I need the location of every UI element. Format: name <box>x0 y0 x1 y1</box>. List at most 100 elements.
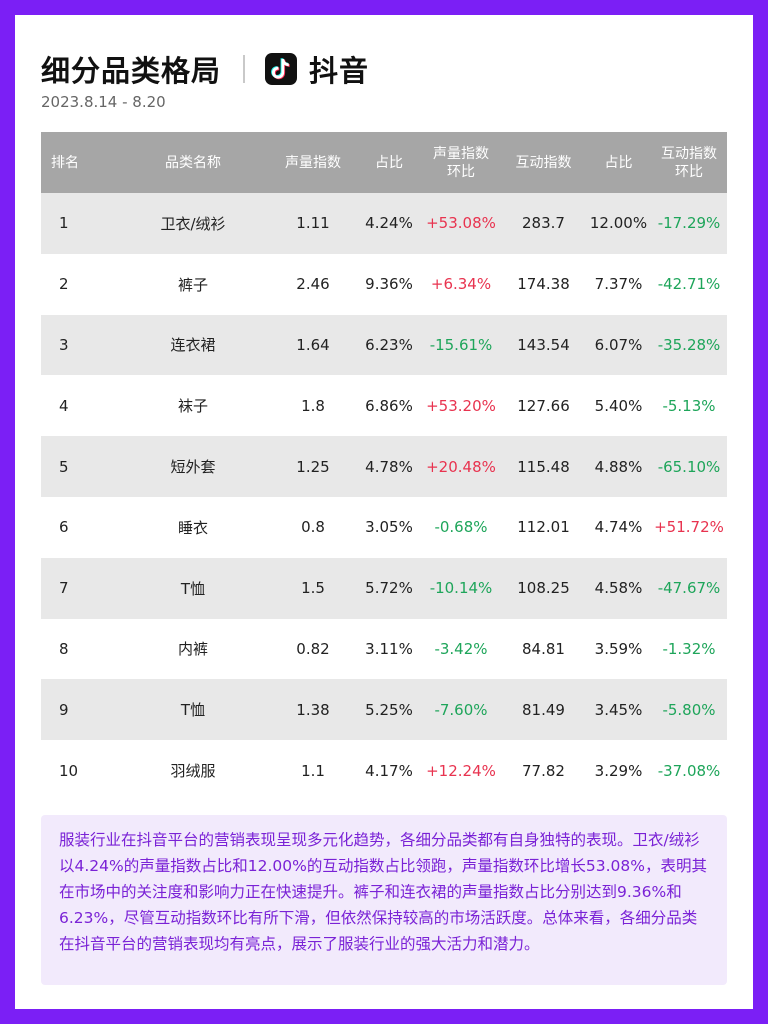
cell-interaction-share: 12.00% <box>589 214 648 233</box>
cell-volume-mom: -0.68% <box>434 518 488 537</box>
cell-interaction-mom: -47.67% <box>657 579 721 598</box>
cell-rank: 10 <box>59 761 79 780</box>
cell-interaction-share: 7.37% <box>594 275 643 294</box>
header-interaction-index: 互动指数 <box>515 154 572 171</box>
cell-rank: 9 <box>59 700 69 719</box>
cell-interaction-mom: -1.32% <box>662 639 716 658</box>
cell-volume-share: 4.78% <box>365 457 413 476</box>
page-header: 细分品类格局 抖音 <box>41 47 369 91</box>
cell-interaction-share: 3.59% <box>594 639 643 658</box>
category-ranking-table: 排名 品类名称 声量指数 占比 声量指数 环比 互动指数 占比 互动指数 环比 1 卫… <box>41 132 727 801</box>
cell-volume-index: 1.11 <box>296 214 330 233</box>
cell-interaction-index: 283.7 <box>522 214 565 233</box>
table-row: 5 短外套 1.25 4.78% +20.48% 115.48 4.88% -65.10% <box>41 436 727 497</box>
cell-category: 袜子 <box>177 397 208 416</box>
cell-interaction-index: 81.49 <box>522 700 565 719</box>
cell-volume-index: 1.8 <box>301 396 325 415</box>
table-row: 9 T恤 1.38 5.25% -7.60% 81.49 3.45% -5.80% <box>41 679 727 741</box>
cell-interaction-mom: -42.71% <box>657 275 721 294</box>
cell-category: 短外套 <box>170 458 216 477</box>
cell-interaction-share: 4.58% <box>594 579 643 598</box>
cell-category: 内裤 <box>177 640 208 659</box>
cell-category: 羽绒服 <box>170 762 216 781</box>
cell-interaction-mom: -65.10% <box>657 457 721 476</box>
cell-volume-share: 6.23% <box>365 335 413 354</box>
summary-text: 服装行业在抖音平台的营销表现呈现多元化趋势，各细分品类都有自身独特的表现。卫衣/… <box>59 831 707 953</box>
cell-rank: 2 <box>59 275 69 294</box>
date-range: 2023.8.14 - 8.20 <box>41 93 166 111</box>
cell-interaction-index: 174.38 <box>517 275 570 294</box>
tiktok-logo-icon <box>265 53 298 85</box>
table-row: 1 卫衣/绒衫 1.11 4.24% +53.08% 283.7 12.00% -17.29% <box>41 193 727 254</box>
cell-volume-index: 0.8 <box>301 518 325 537</box>
cell-rank: 6 <box>59 518 69 537</box>
page-title: 细分品类格局 <box>41 54 222 88</box>
cell-volume-share: 3.05% <box>365 518 413 537</box>
header-volume-share: 占比 <box>375 154 403 171</box>
cell-volume-index: 1.25 <box>296 457 330 476</box>
summary-box: 服装行业在抖音平台的营销表现呈现多元化趋势，各细分品类都有自身独特的表现。卫衣/… <box>41 815 727 985</box>
cell-volume-index: 2.46 <box>296 275 330 294</box>
table-row: 7 T恤 1.5 5.72% -10.14% 108.25 4.58% -47.67% <box>41 557 727 619</box>
cell-volume-mom: +12.24% <box>426 761 496 780</box>
cell-volume-share: 3.11% <box>365 639 413 658</box>
cell-interaction-mom: -5.13% <box>662 396 716 415</box>
cell-volume-share: 9.36% <box>365 275 413 294</box>
cell-volume-index: 1.5 <box>301 579 325 598</box>
header-rank: 排名 <box>51 154 79 171</box>
cell-volume-share: 6.86% <box>365 396 413 415</box>
cell-interaction-index: 127.66 <box>517 396 570 415</box>
cell-volume-mom: -7.60% <box>434 700 488 719</box>
brand-name: 抖音 <box>309 54 370 88</box>
cell-rank: 4 <box>59 396 69 415</box>
table-row: 3 连衣裙 1.64 6.23% -15.61% 143.54 6.07% -35.28% <box>41 314 727 376</box>
cell-volume-index: 0.82 <box>296 639 330 658</box>
cell-interaction-index: 84.81 <box>522 639 565 658</box>
cell-volume-share: 4.24% <box>365 214 413 233</box>
cell-category: 卫衣/绒衫 <box>160 214 226 233</box>
table-row: 4 袜子 1.8 6.86% +53.20% 127.66 5.40% -5.13% <box>41 375 727 437</box>
table-row: 10 羽绒服 1.1 4.17% +12.24% 77.82 3.29% -37.08% <box>41 740 727 801</box>
cell-interaction-mom: -35.28% <box>657 335 721 354</box>
cell-interaction-share: 3.45% <box>594 700 643 719</box>
cell-category: T恤 <box>180 701 206 720</box>
cell-category: T恤 <box>180 579 206 598</box>
cell-interaction-share: 5.40% <box>594 396 643 415</box>
header-interaction-share: 占比 <box>604 154 633 171</box>
cell-volume-index: 1.1 <box>301 761 325 780</box>
cell-interaction-index: 112.01 <box>517 518 570 537</box>
cell-rank: 3 <box>59 335 69 354</box>
cell-volume-mom: +6.34% <box>430 275 492 294</box>
cell-rank: 1 <box>59 214 69 233</box>
table-header-row: 排名 品类名称 声量指数 占比 声量指数 环比 互动指数 占比 互动指数 环比 <box>41 132 727 193</box>
cell-category: 睡衣 <box>177 518 208 537</box>
header-volume-index: 声量指数 <box>285 154 341 171</box>
header-category: 品类名称 <box>165 154 221 171</box>
table-row: 6 睡衣 0.8 3.05% -0.68% 112.01 4.74% +51.72% <box>41 496 727 558</box>
report-card: 细分品类格局 抖音 2023.8.14 - 8.20 排名 品类名称 <box>15 15 753 1009</box>
cell-rank: 5 <box>59 457 69 476</box>
cell-volume-share: 5.72% <box>365 579 413 598</box>
cell-volume-share: 4.17% <box>365 761 413 780</box>
cell-interaction-share: 4.74% <box>594 518 643 537</box>
cell-rank: 8 <box>59 639 69 658</box>
cell-rank: 7 <box>59 579 69 598</box>
header-volume-mom: 声量指数 环比 <box>433 145 489 180</box>
cell-interaction-mom: -5.80% <box>662 700 716 719</box>
cell-volume-index: 1.38 <box>296 700 330 719</box>
header-divider <box>243 55 246 83</box>
cell-category: 连衣裙 <box>170 336 216 355</box>
cell-volume-index: 1.64 <box>296 335 330 354</box>
cell-volume-mom: +20.48% <box>426 457 496 476</box>
table-row: 2 裤子 2.46 9.36% +6.34% 174.38 7.37% -42.71% <box>41 253 727 315</box>
table-row: 8 内裤 0.82 3.11% -3.42% 84.81 3.59% -1.32% <box>41 618 727 680</box>
cell-interaction-index: 143.54 <box>517 335 570 354</box>
cell-interaction-index: 108.25 <box>517 579 570 598</box>
cell-interaction-share: 4.88% <box>594 457 643 476</box>
cell-volume-mom: +53.08% <box>426 214 496 233</box>
cell-volume-mom: -10.14% <box>429 579 493 598</box>
cell-volume-mom: -15.61% <box>429 335 493 354</box>
cell-volume-share: 5.25% <box>365 700 413 719</box>
cell-interaction-mom: -37.08% <box>657 761 721 780</box>
cell-volume-mom: -3.42% <box>434 639 488 658</box>
